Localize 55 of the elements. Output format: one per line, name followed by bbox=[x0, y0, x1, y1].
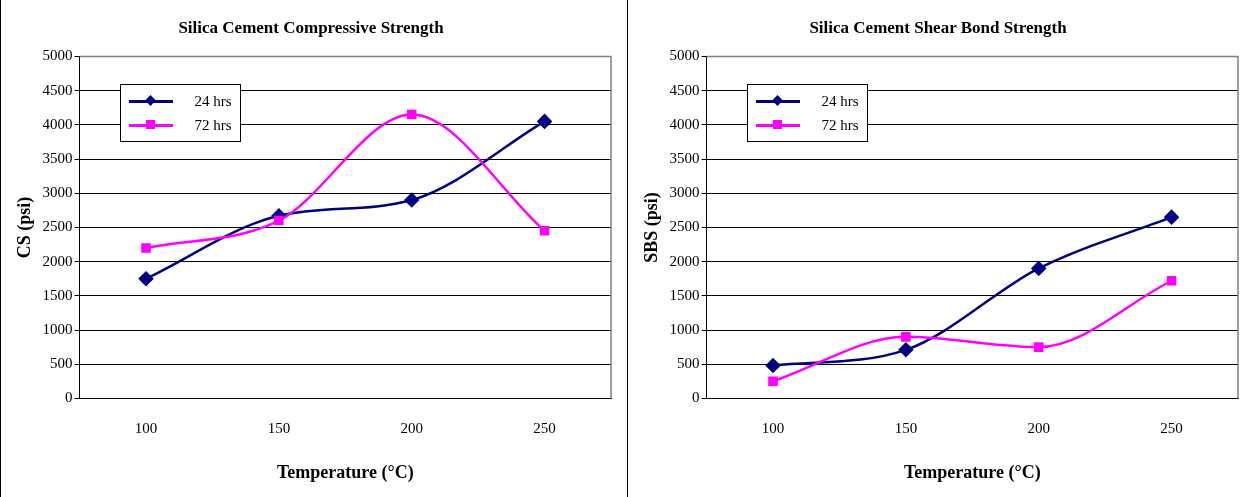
y-axis-title: CS (psi) bbox=[14, 196, 36, 259]
y-tick-label: 1500 bbox=[669, 286, 700, 303]
point bbox=[537, 114, 552, 129]
y-axis-title: SBS (psi) bbox=[641, 192, 663, 263]
point bbox=[274, 215, 284, 226]
point bbox=[768, 376, 778, 387]
point bbox=[138, 271, 154, 286]
x-tick-label: 150 bbox=[267, 420, 291, 437]
y-tick-label: 3000 bbox=[669, 184, 700, 201]
point bbox=[141, 243, 151, 253]
legend-label: 24 hrs bbox=[194, 92, 232, 110]
x-tick-label: 200 bbox=[1027, 420, 1050, 437]
y-tick-label: 4000 bbox=[669, 115, 700, 132]
point bbox=[406, 109, 417, 120]
chart-title: Silica Cement Compressive Strength bbox=[178, 17, 445, 37]
chart-title: Silica Cement Shear Bond Strength bbox=[809, 17, 1068, 37]
x-tick-label: 100 bbox=[134, 420, 158, 437]
x-tick-label: 100 bbox=[761, 420, 785, 437]
y-tick-label: 2000 bbox=[42, 252, 73, 269]
point bbox=[1031, 261, 1046, 276]
y-tick-label: 1000 bbox=[42, 320, 73, 337]
y-tick-label: 1500 bbox=[42, 286, 73, 303]
y-tick-label: 1000 bbox=[669, 320, 700, 337]
x-tick-label: 250 bbox=[1160, 420, 1183, 437]
y-tick-label: 500 bbox=[677, 355, 700, 372]
y-tick-label: 2500 bbox=[42, 218, 73, 235]
point bbox=[1164, 209, 1179, 225]
point bbox=[404, 192, 419, 208]
legend-label: 24 hrs bbox=[821, 92, 859, 110]
y-tick-label: 0 bbox=[692, 389, 700, 406]
point bbox=[539, 226, 550, 236]
point bbox=[1166, 275, 1177, 286]
y-tick-label: 500 bbox=[50, 355, 73, 372]
x-tick-label: 250 bbox=[533, 420, 556, 437]
y-tick-label: 3500 bbox=[669, 149, 700, 166]
y-tick-label: 2500 bbox=[669, 218, 700, 235]
point bbox=[1033, 342, 1044, 352]
legend-label: 72 hrs bbox=[821, 116, 859, 134]
x-tick-label: 200 bbox=[400, 420, 423, 437]
y-tick-label: 5000 bbox=[42, 47, 73, 64]
y-tick-label: 4500 bbox=[669, 81, 700, 98]
y-tick-label: 2000 bbox=[669, 252, 700, 269]
y-tick-label: 0 bbox=[65, 389, 73, 406]
y-tick-label: 3500 bbox=[42, 149, 73, 166]
y-tick-label: 5000 bbox=[669, 47, 700, 64]
y-tick-label: 4500 bbox=[42, 81, 73, 98]
x-axis-title: Temperature (°C) bbox=[903, 461, 1041, 483]
y-tick-label: 3000 bbox=[42, 184, 73, 201]
point bbox=[898, 342, 914, 358]
x-axis-title: Temperature (°C) bbox=[276, 461, 414, 483]
point bbox=[901, 332, 911, 342]
y-tick-label: 4000 bbox=[42, 115, 73, 132]
legend-label: 72 hrs bbox=[194, 116, 232, 134]
x-tick-label: 150 bbox=[894, 420, 918, 437]
point bbox=[765, 358, 781, 373]
